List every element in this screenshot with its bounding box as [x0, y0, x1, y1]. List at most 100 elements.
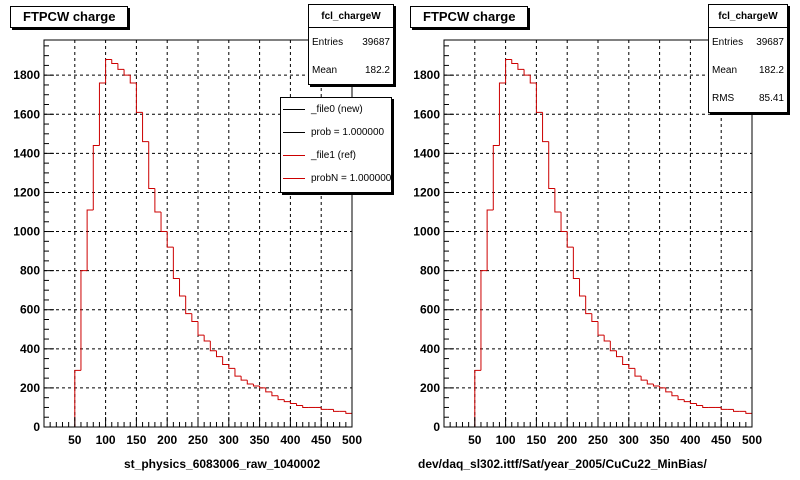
histogram-bin — [191, 313, 198, 322]
histogram-bin — [640, 376, 648, 381]
legend-line-marker — [283, 178, 305, 179]
histogram-bin — [585, 296, 592, 315]
chart-title: FTPCW charge — [410, 6, 529, 28]
x-axis-label: st_physics_6083006_raw_1040002 — [124, 457, 321, 471]
y-tick-label: 1000 — [13, 225, 40, 239]
histogram-bin — [505, 59, 512, 83]
histogram-bin — [215, 350, 223, 358]
histogram-bin — [160, 212, 168, 233]
histogram-bin — [659, 385, 666, 389]
y-tick-label: 1800 — [413, 68, 440, 82]
x-tick-label: 200 — [157, 433, 177, 447]
legend-label: probN = 1.000000 — [311, 173, 392, 184]
histogram-bin — [129, 75, 137, 84]
histogram-bin — [265, 387, 272, 393]
histogram-bin — [142, 112, 149, 143]
histogram-bin — [572, 247, 580, 279]
x-tick-label: 400 — [280, 433, 300, 447]
chart-title: FTPCW charge — [10, 6, 129, 28]
legend-label: prob = 1.000000 — [311, 127, 385, 138]
y-tick-label: 400 — [420, 342, 440, 356]
histogram-bin — [591, 313, 598, 322]
histogram-bin — [105, 59, 112, 83]
stats-title: fcl_chargeW — [309, 5, 393, 28]
histogram-bin — [185, 296, 192, 315]
histogram-bin — [111, 59, 118, 64]
histogram-bin — [117, 63, 125, 70]
x-axis-label: dev/daq_sl302.ittf/Sat/year_2005/CuCu22_… — [418, 457, 707, 471]
x-tick-label: 500 — [342, 433, 362, 447]
x-tick-label: 350 — [250, 433, 270, 447]
histogram-bin — [283, 399, 291, 403]
stats-row-rms: RMS 85.41 — [709, 84, 787, 112]
stats-label: Mean — [312, 64, 338, 76]
x-tick-label: 200 — [557, 433, 577, 447]
histogram-bin — [209, 341, 217, 352]
histogram-bin — [517, 63, 525, 70]
y-tick-label: 0 — [433, 420, 440, 434]
histogram-bin — [597, 321, 605, 336]
y-tick-label: 800 — [20, 264, 40, 278]
y-tick-label: 1600 — [413, 107, 440, 121]
x-tick-label: 300 — [619, 433, 639, 447]
stats-row-entries: Entries 39687 — [709, 28, 787, 56]
histogram-bin — [197, 321, 205, 336]
y-tick-label: 1400 — [13, 146, 40, 160]
stats-label: Entries — [712, 36, 744, 48]
histogram-bin — [745, 411, 752, 414]
legend-label: _file1 (ref) — [311, 150, 357, 161]
histogram-bin — [542, 112, 549, 143]
histogram-bin — [271, 391, 279, 397]
y-tick-label: 800 — [420, 264, 440, 278]
histogram-bin — [511, 59, 518, 64]
histogram-bin — [172, 247, 180, 279]
histogram-bin — [609, 341, 617, 352]
histogram-bin — [302, 405, 309, 408]
legend-label: _file0 (new) — [311, 104, 363, 115]
histogram-bin — [554, 188, 562, 213]
y-tick-label: 200 — [20, 381, 40, 395]
histogram-bin — [80, 270, 88, 371]
stats-label: Entries — [312, 36, 344, 48]
histogram-bin — [529, 75, 537, 84]
histogram-bin — [166, 231, 174, 248]
stats-box: fcl_chargeW Entries 39687 Mean 182.2 RMS… — [708, 4, 788, 113]
stats-row-mean: Mean 182.2 — [709, 56, 787, 84]
histogram-bin — [480, 270, 488, 371]
x-tick-label: 250 — [588, 433, 608, 447]
y-tick-label: 600 — [20, 303, 40, 317]
stats-value: 39687 — [756, 36, 784, 48]
legend-entry: prob = 1.000000 — [281, 121, 391, 144]
histogram-bin — [733, 409, 740, 412]
histogram-bin — [345, 411, 352, 414]
y-tick-label: 1200 — [413, 185, 440, 199]
histogram-bin — [696, 403, 703, 406]
x-tick-label: 450 — [311, 433, 331, 447]
x-tick-label: 100 — [496, 433, 516, 447]
legend-entry: probN = 1.000000 — [281, 167, 391, 190]
histogram-bin — [652, 384, 660, 387]
histogram-bin — [203, 335, 211, 342]
stats-title: fcl_chargeW — [709, 5, 787, 28]
histogram-bin — [123, 69, 131, 76]
histogram-bin — [74, 369, 81, 427]
histogram-bin — [677, 395, 685, 401]
x-tick-label: 300 — [219, 433, 239, 447]
histogram-bin — [523, 69, 531, 76]
x-tick-label: 250 — [188, 433, 208, 447]
histogram-bin — [535, 83, 543, 113]
x-tick-label: 150 — [126, 433, 146, 447]
y-tick-label: 1400 — [413, 146, 440, 160]
stats-value: 182.2 — [758, 64, 784, 76]
histogram-bin — [259, 385, 266, 389]
x-tick-label: 400 — [680, 433, 700, 447]
stats-row-mean: Mean 182.2 — [309, 56, 393, 84]
x-tick-label: 50 — [68, 433, 82, 447]
histogram-bin — [289, 401, 297, 405]
y-tick-label: 1800 — [13, 68, 40, 82]
legend-line-marker — [283, 109, 305, 110]
legend-entry: _file0 (new) — [281, 98, 391, 121]
histogram-bin — [689, 401, 697, 405]
chart-panel-right: 50 100 150 200 250 300 350 400 450 500 0 200 400 600 8… — [400, 0, 800, 480]
histogram-bin — [683, 399, 691, 403]
